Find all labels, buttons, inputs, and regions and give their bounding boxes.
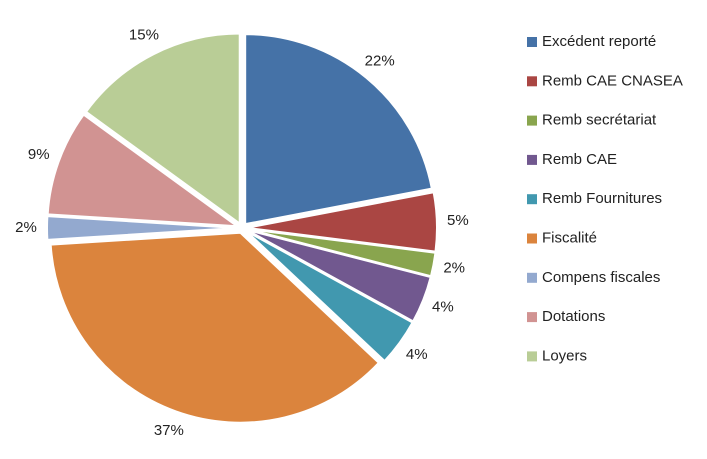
pie-slice bbox=[46, 113, 241, 228]
legend-label: Remb CAE bbox=[542, 151, 617, 168]
legend-swatch bbox=[527, 154, 537, 165]
legend-swatch bbox=[527, 312, 537, 323]
data-label: 2% bbox=[15, 219, 37, 236]
legend-label: Remb secrétariat bbox=[542, 112, 657, 129]
legend-label: Excédent reporté bbox=[542, 33, 656, 50]
legend-label: Dotations bbox=[542, 308, 605, 325]
data-label: 15% bbox=[129, 27, 159, 44]
data-label: 37% bbox=[154, 422, 184, 439]
pie-slice bbox=[246, 228, 432, 323]
legend-swatch bbox=[527, 76, 537, 87]
pie-slice bbox=[49, 231, 381, 424]
legend-label: Loyers bbox=[542, 347, 587, 364]
legend-swatch bbox=[527, 194, 537, 205]
legend-label: Remb CAE CNASEA bbox=[542, 72, 683, 89]
legend-swatch bbox=[527, 233, 537, 244]
pie-slice bbox=[46, 215, 238, 241]
data-label: 9% bbox=[28, 146, 50, 163]
legend-swatch bbox=[527, 115, 537, 126]
legend-label: Compens fiscales bbox=[542, 269, 660, 286]
data-label: 4% bbox=[432, 298, 454, 315]
legend-label: Fiscalité bbox=[542, 229, 597, 246]
data-label: 22% bbox=[365, 53, 395, 70]
data-label: 2% bbox=[443, 259, 465, 276]
legend-swatch bbox=[527, 272, 537, 283]
legend-swatch bbox=[527, 37, 537, 47]
pie-slice bbox=[245, 230, 414, 363]
data-label: 4% bbox=[406, 346, 428, 363]
legend-swatch bbox=[527, 351, 537, 362]
legend-label: Remb Fournitures bbox=[542, 190, 662, 207]
pie-slice bbox=[84, 32, 241, 226]
pie-slice bbox=[246, 191, 438, 253]
pie-slice bbox=[244, 33, 433, 226]
data-label: 5% bbox=[447, 212, 469, 229]
